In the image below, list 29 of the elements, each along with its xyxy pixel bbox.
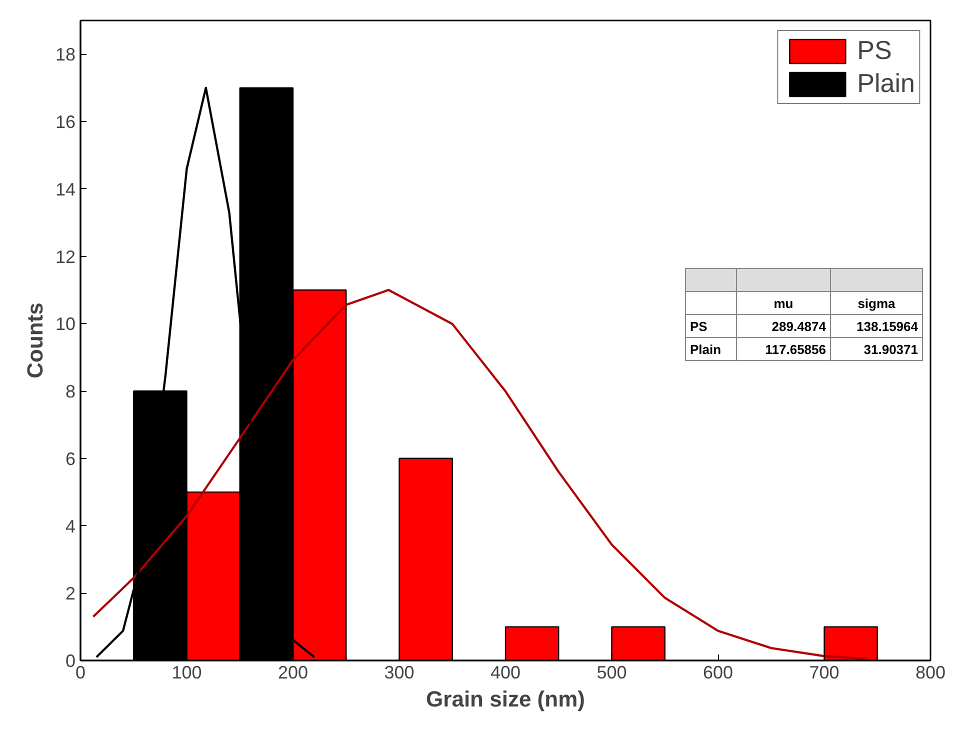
y-tick-label: 10 <box>55 314 76 334</box>
y-tick-label: 4 <box>65 516 76 536</box>
x-tick-label: 400 <box>490 662 521 682</box>
annotation: 31.90371 <box>830 338 922 360</box>
y-tick-label: 6 <box>65 448 76 469</box>
y-axis-title: Counts <box>22 302 48 378</box>
y-tick-label: 14 <box>55 179 76 200</box>
annotation: sigma <box>830 292 922 314</box>
y-tick-label: 16 <box>55 112 76 132</box>
legend-label: PS <box>857 35 892 66</box>
y-tick-label: 18 <box>55 44 76 65</box>
annotation: 289.4874 <box>736 314 830 338</box>
annotation: PS <box>686 314 736 338</box>
x-tick-label: 200 <box>278 662 308 682</box>
annotation: 117.65856 <box>736 338 830 360</box>
annotation: Plain <box>686 338 736 360</box>
x-tick-label: 600 <box>702 662 734 682</box>
x-tick-label: 700 <box>809 662 840 682</box>
x-axis-title: Grain size (nm) <box>426 686 585 712</box>
y-tick-label: 2 <box>65 584 76 604</box>
x-tick-label: 500 <box>596 662 627 682</box>
x-tick-label: 300 <box>384 662 414 682</box>
annotation: mu <box>736 292 830 314</box>
annotation: 138.15964 <box>830 314 922 338</box>
legend-label: Plain <box>857 68 915 99</box>
x-tick-label: 100 <box>172 662 202 682</box>
x-tick-label: 800 <box>915 662 946 682</box>
y-tick-label: 8 <box>65 382 76 402</box>
y-tick-label: 12 <box>55 246 76 267</box>
